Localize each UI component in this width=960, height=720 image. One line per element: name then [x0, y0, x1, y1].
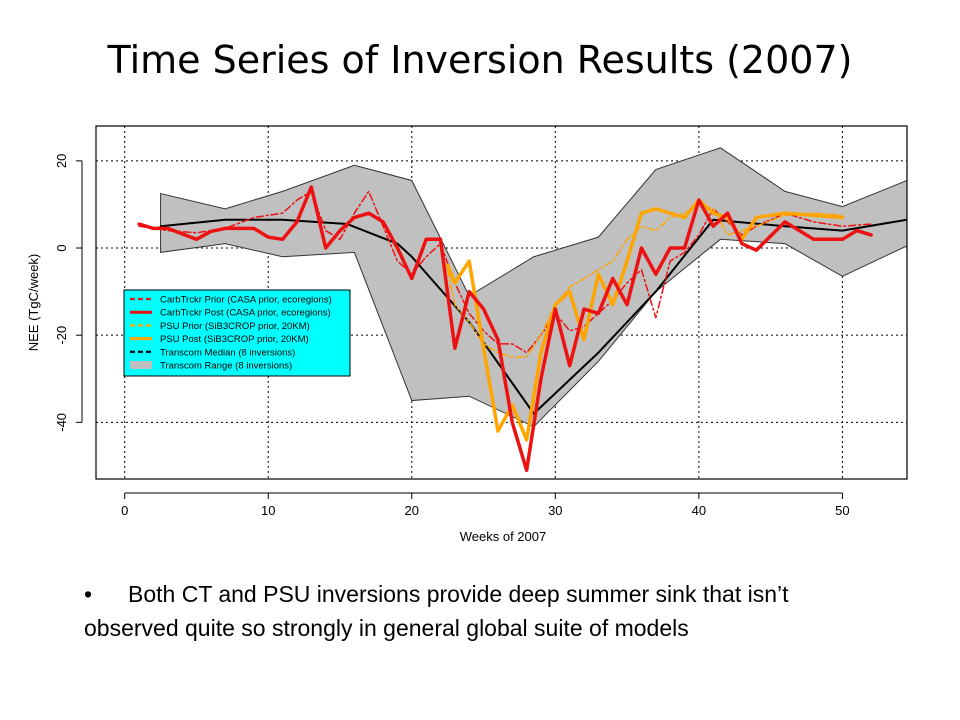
legend-label-4: Transcom Median (8 inversions)	[160, 347, 295, 358]
legend-label-5: Transcom Range (8 inversions)	[160, 361, 292, 372]
legend-label-2: PSU Prior (SiB3CROP prior, 20KM)	[160, 321, 310, 332]
legend-label-1: CarbTrckr Post (CASA prior, ecoregions)	[160, 308, 331, 319]
plot-area	[137, 147, 907, 473]
x-tick-label-50: 50	[835, 503, 849, 518]
legend-label-3: PSU Post (SiB3CROP prior, 20KM)	[160, 334, 309, 345]
nee-time-series-chart: 0 10 20 30 40 50 -40 -20 0 20 NEE (TgC/week) CarbTr…	[26, 125, 908, 518]
x-tick-label-0: 0	[121, 503, 128, 518]
slide-title: Time Series of Inversion Results (2007)	[107, 38, 853, 82]
y-tick-label--40: -40	[54, 413, 69, 432]
y-tick-label--20: -20	[54, 326, 69, 345]
legend-swatch-5	[130, 361, 152, 369]
transcom-range-area	[160, 147, 907, 428]
x-tick-label-40: 40	[692, 503, 706, 518]
legend-label-0: CarbTrckr Prior (CASA prior, ecoregions)	[160, 295, 332, 306]
bullet-icon: •	[84, 581, 93, 607]
y-tick-label-20: 20	[54, 154, 69, 168]
y-axis-label: NEE (TgC/week)	[26, 254, 41, 352]
plot-frame	[95, 125, 908, 480]
bullet-text: Both CT and PSU inversions provide deep …	[84, 581, 789, 641]
x-axis: 0 10 20 30 40 50	[121, 492, 850, 518]
x-tick-label-30: 30	[548, 503, 562, 518]
bullet-point: • Both CT and PSU inversions provide deep…	[84, 577, 884, 645]
x-tick-label-20: 20	[405, 503, 419, 518]
y-axis: -40 -20 0 20 NEE (TgC/week)	[26, 154, 83, 432]
legend-box	[123, 289, 351, 377]
x-tick-label-10: 10	[261, 503, 275, 518]
y-tick-label-0: 0	[54, 244, 69, 251]
series-line-2	[137, 185, 873, 473]
x-axis-label: Weeks of 2007	[459, 529, 547, 544]
series-line-3	[446, 203, 844, 358]
legend: CarbTrckr Prior (CASA prior, ecoregions)…	[123, 289, 351, 377]
